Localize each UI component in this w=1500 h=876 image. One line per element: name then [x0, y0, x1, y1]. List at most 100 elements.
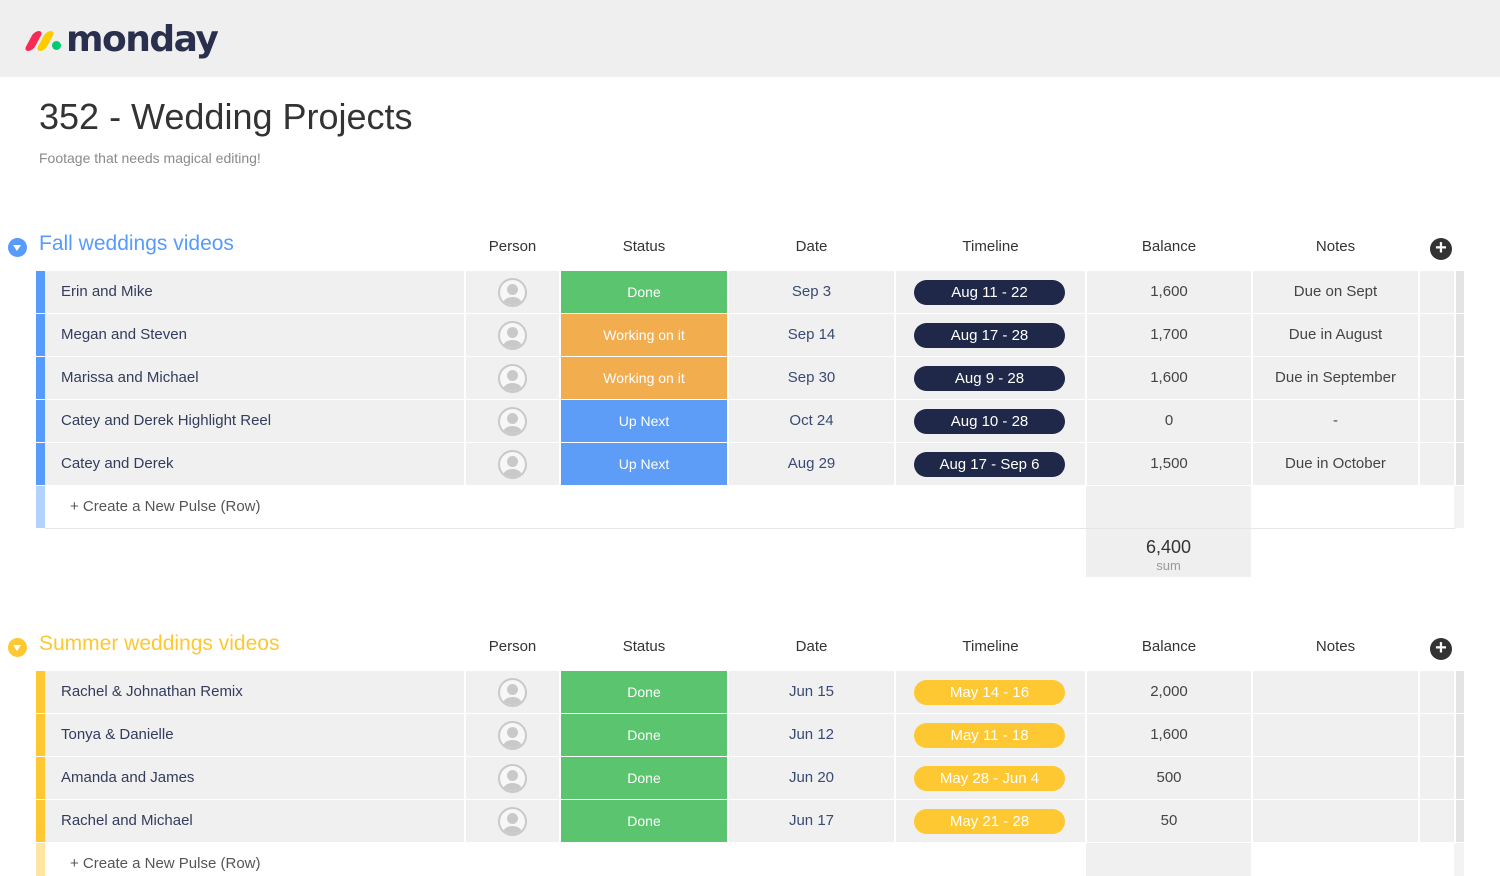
item-name[interactable]: Catey and Derek — [61, 455, 174, 472]
person-avatar-icon[interactable] — [498, 450, 527, 479]
status-cell[interactable]: Done — [561, 271, 727, 313]
notes-cell[interactable] — [1253, 757, 1418, 799]
item-name-cell[interactable]: Catey and Derek Highlight Reel — [45, 400, 464, 442]
item-name[interactable]: Marissa and Michael — [61, 369, 199, 386]
column-header-notes[interactable]: Notes — [1315, 238, 1356, 255]
date-cell[interactable]: Jun 17 — [729, 800, 894, 842]
table-row[interactable]: Megan and Steven Working on it Sep 14 Aug 1… — [36, 314, 1464, 356]
status-cell[interactable]: Working on it — [561, 357, 727, 399]
timeline-pill[interactable]: Aug 17 - Sep 6 — [914, 452, 1065, 477]
notes-cell[interactable] — [1253, 800, 1418, 842]
status-cell[interactable]: Working on it — [561, 314, 727, 356]
person-avatar-icon[interactable] — [498, 364, 527, 393]
table-row[interactable]: Marissa and Michael Working on it Sep 30 Au… — [36, 357, 1464, 399]
status-cell[interactable]: Done — [561, 714, 727, 756]
notes-cell[interactable]: - — [1253, 400, 1418, 442]
column-header-balance[interactable]: Balance — [1141, 638, 1197, 655]
date-cell[interactable]: Jun 12 — [729, 714, 894, 756]
empty-cell[interactable] — [1420, 400, 1454, 442]
person-avatar-icon[interactable] — [498, 721, 527, 750]
empty-cell[interactable] — [1420, 714, 1454, 756]
empty-cell[interactable] — [1420, 800, 1454, 842]
item-name-cell[interactable]: Rachel and Michael — [45, 800, 464, 842]
timeline-cell[interactable]: Aug 9 - 28 — [896, 357, 1085, 399]
item-name[interactable]: Catey and Derek Highlight Reel — [61, 412, 272, 429]
item-name[interactable]: Megan and Steven — [61, 326, 187, 343]
timeline-cell[interactable]: May 21 - 28 — [896, 800, 1085, 842]
status-cell[interactable]: Done — [561, 800, 727, 842]
date-cell[interactable]: Sep 30 — [729, 357, 894, 399]
person-cell[interactable] — [466, 357, 559, 399]
timeline-pill[interactable]: Aug 10 - 28 — [914, 409, 1065, 434]
column-header-date[interactable]: Date — [795, 638, 828, 655]
timeline-pill[interactable]: May 11 - 18 — [914, 723, 1065, 748]
date-cell[interactable]: Jun 20 — [729, 757, 894, 799]
item-name[interactable]: Rachel and Michael — [61, 812, 193, 829]
create-new-pulse-row[interactable]: + Create a New Pulse (Row) — [36, 486, 1464, 529]
timeline-pill[interactable]: Aug 17 - 28 — [914, 323, 1065, 348]
balance-cell[interactable]: 500 — [1087, 757, 1251, 799]
person-cell[interactable] — [466, 757, 559, 799]
create-new-pulse-input[interactable]: + Create a New Pulse (Row) — [70, 498, 261, 515]
empty-cell[interactable] — [1420, 271, 1454, 313]
date-cell[interactable]: Oct 24 — [729, 400, 894, 442]
timeline-pill[interactable]: Aug 11 - 22 — [914, 280, 1065, 305]
board-description[interactable]: Footage that needs magical editing! — [39, 150, 261, 166]
item-name[interactable]: Erin and Mike — [61, 283, 153, 300]
item-name-cell[interactable]: Marissa and Michael — [45, 357, 464, 399]
column-header-person[interactable]: Person — [488, 238, 537, 255]
person-avatar-icon[interactable] — [498, 764, 527, 793]
person-avatar-icon[interactable] — [498, 278, 527, 307]
column-header-timeline[interactable]: Timeline — [962, 638, 1019, 655]
monday-logo[interactable]: monday — [23, 18, 219, 62]
timeline-pill[interactable]: May 21 - 28 — [914, 809, 1065, 834]
empty-cell[interactable] — [1420, 671, 1454, 713]
table-row[interactable]: Catey and Derek Highlight Reel Up Next Oct… — [36, 400, 1464, 442]
balance-cell[interactable]: 50 — [1087, 800, 1251, 842]
person-cell[interactable] — [466, 314, 559, 356]
group-collapse-chevron-icon[interactable] — [8, 638, 27, 657]
group-title[interactable]: Summer weddings videos — [39, 632, 280, 655]
person-avatar-icon[interactable] — [498, 321, 527, 350]
notes-cell[interactable] — [1253, 714, 1418, 756]
empty-cell[interactable] — [1420, 757, 1454, 799]
create-new-pulse-input[interactable]: + Create a New Pulse (Row) — [70, 855, 261, 872]
table-row[interactable]: Rachel and Michael Done Jun 17 May 21 - 28 5… — [36, 800, 1464, 842]
table-row[interactable]: Amanda and James Done Jun 20 May 28 - Jun 4… — [36, 757, 1464, 799]
table-row[interactable]: Erin and Mike Done Sep 3 Aug 11 - 22 1,600 Du… — [36, 271, 1464, 313]
column-header-balance[interactable]: Balance — [1141, 238, 1197, 255]
balance-sum-summary[interactable]: 6,400 sum — [1086, 529, 1251, 577]
balance-cell[interactable]: 1,700 — [1087, 314, 1251, 356]
group-collapse-chevron-icon[interactable] — [8, 238, 27, 257]
item-name-cell[interactable]: Tonya & Danielle — [45, 714, 464, 756]
table-row[interactable]: Catey and Derek Up Next Aug 29 Aug 17 - Sep… — [36, 443, 1464, 485]
date-cell[interactable]: Aug 29 — [729, 443, 894, 485]
timeline-cell[interactable]: May 11 - 18 — [896, 714, 1085, 756]
item-name[interactable]: Tonya & Danielle — [61, 726, 174, 743]
item-name-cell[interactable]: Erin and Mike — [45, 271, 464, 313]
person-cell[interactable] — [466, 400, 559, 442]
table-row[interactable]: Rachel & Johnathan Remix Done Jun 15 May 14… — [36, 671, 1464, 713]
column-header-date[interactable]: Date — [795, 238, 828, 255]
timeline-cell[interactable]: Aug 17 - 28 — [896, 314, 1085, 356]
balance-cell[interactable]: 0 — [1087, 400, 1251, 442]
item-name-cell[interactable]: Megan and Steven — [45, 314, 464, 356]
notes-cell[interactable] — [1253, 671, 1418, 713]
empty-cell[interactable] — [1420, 314, 1454, 356]
status-cell[interactable]: Up Next — [561, 400, 727, 442]
add-column-plus-icon[interactable]: + — [1430, 638, 1452, 660]
column-header-notes[interactable]: Notes — [1315, 638, 1356, 655]
table-row[interactable]: Tonya & Danielle Done Jun 12 May 11 - 18 1,6… — [36, 714, 1464, 756]
status-cell[interactable]: Done — [561, 671, 727, 713]
empty-cell[interactable] — [1420, 357, 1454, 399]
timeline-pill[interactable]: Aug 9 - 28 — [914, 366, 1065, 391]
item-name[interactable]: Rachel & Johnathan Remix — [61, 683, 243, 700]
timeline-cell[interactable]: Aug 17 - Sep 6 — [896, 443, 1085, 485]
balance-cell[interactable]: 1,600 — [1087, 357, 1251, 399]
person-avatar-icon[interactable] — [498, 678, 527, 707]
item-name-cell[interactable]: Catey and Derek — [45, 443, 464, 485]
timeline-pill[interactable]: May 28 - Jun 4 — [914, 766, 1065, 791]
empty-cell[interactable] — [1420, 443, 1454, 485]
timeline-cell[interactable]: May 28 - Jun 4 — [896, 757, 1085, 799]
item-name[interactable]: Amanda and James — [61, 769, 195, 786]
